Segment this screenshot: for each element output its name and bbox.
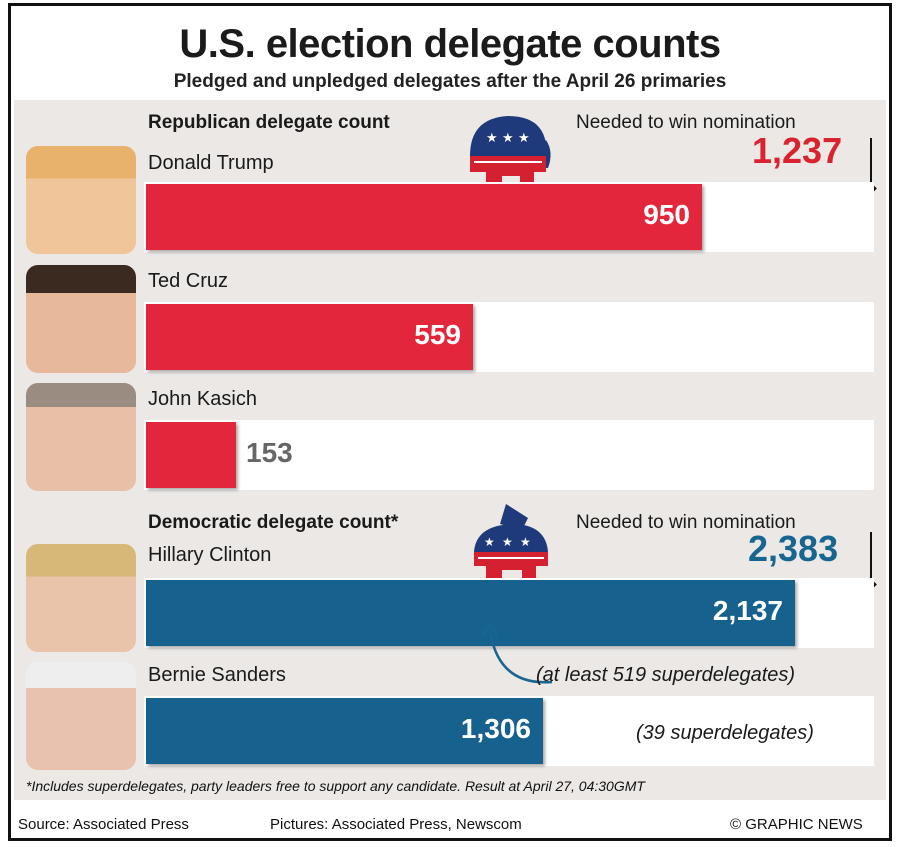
svg-text:★: ★ xyxy=(520,535,531,549)
publisher-credit: © GRAPHIC NEWS xyxy=(730,816,863,833)
kasich-track xyxy=(144,420,874,490)
svg-text:★: ★ xyxy=(518,131,530,146)
trump-value: 950 xyxy=(643,199,690,230)
copyright-icon: © xyxy=(730,816,742,833)
donkey-icon: ★ ★ ★ xyxy=(474,504,548,586)
elephant-icon: ★ ★ ★ xyxy=(470,116,551,190)
republican-target-line xyxy=(870,138,872,188)
republican-section-title: Republican delegate count xyxy=(148,112,390,133)
democratic-needed-label: Needed to win nomination xyxy=(576,512,796,533)
democratic-needed-value: 2,383 xyxy=(748,528,839,569)
arrow-icon xyxy=(480,621,553,684)
sanders-bar xyxy=(146,698,543,764)
cruz-name: Ted Cruz xyxy=(148,270,229,292)
svg-text:★: ★ xyxy=(484,535,495,549)
source-credit: Source: Associated Press xyxy=(18,816,189,833)
cruz-bar xyxy=(146,304,473,370)
cruz-photo xyxy=(26,265,136,373)
outer-frame xyxy=(8,3,892,841)
sanders-name: Bernie Sanders xyxy=(148,664,286,686)
trump-photo xyxy=(26,146,136,254)
clinton-value: 2,137 xyxy=(712,595,783,626)
clinton-bar xyxy=(146,580,795,646)
clinton-superdelegates-note: (at least 519 superdelegates) xyxy=(536,664,796,686)
republican-needed-label: Needed to win nomination xyxy=(576,112,796,133)
kasich-bar xyxy=(146,422,236,488)
kasich-value: 153 xyxy=(246,437,293,468)
svg-text:★: ★ xyxy=(502,535,513,549)
republican-needed-value: 1,237 xyxy=(752,130,843,171)
chart-title: U.S. election delegate counts xyxy=(179,22,721,66)
trump-bar xyxy=(146,184,702,250)
clinton-name: Hillary Clinton xyxy=(148,544,272,566)
sanders-value: 1,306 xyxy=(460,713,531,744)
pictures-credit: Pictures: Associated Press, Newscom xyxy=(270,816,522,833)
publisher-name: GRAPHIC NEWS xyxy=(745,816,863,833)
kasich-name: John Kasich xyxy=(148,388,257,410)
svg-text:★: ★ xyxy=(486,131,498,146)
kasich-photo xyxy=(26,383,136,491)
sanders-photo xyxy=(26,662,136,770)
chart-subtitle: Pledged and unpledged delegates after th… xyxy=(173,71,727,92)
footnote: *Includes superdelegates, party leaders … xyxy=(26,778,645,794)
democratic-target-line xyxy=(870,532,872,582)
democratic-section-title: Democratic delegate count* xyxy=(148,512,399,533)
sanders-superdelegates-note: (39 superdelegates) xyxy=(636,722,814,744)
svg-text:★: ★ xyxy=(502,131,514,146)
clinton-photo xyxy=(26,544,136,652)
cruz-value: 559 xyxy=(414,319,461,350)
trump-name: Donald Trump xyxy=(148,152,274,174)
